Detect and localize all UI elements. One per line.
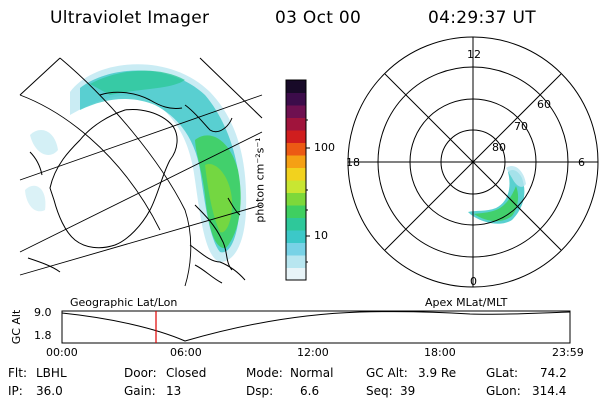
colorbar-unit-label: photon cm⁻²s⁻¹ [253,137,267,223]
instrument-title: Ultraviolet Imager [50,8,210,28]
time-tick-0600: 06:00 [170,346,202,359]
time-tick-0000: 00:00 [46,346,78,359]
glon-value: 314.4 [532,384,567,398]
mlt-label-0: 0 [470,275,477,288]
colorbar-cell [286,180,306,193]
colorbar-cell [286,142,306,156]
gain-value: 13 [166,384,182,398]
mlt-label-18: 18 [346,156,360,169]
time-label: 04:29:37 UT [428,8,536,28]
door-label: Door: [124,366,157,380]
glat-value: 74.2 [540,366,567,380]
colorbar-cell [286,192,306,206]
mode-value: Normal [290,366,334,380]
colorbar-tick-10: 10 [314,229,328,242]
time-tick-2359: 23:59 [552,346,584,359]
colorbar-cell [286,267,306,281]
mode-label: Mode: [246,366,283,380]
ip-label: IP: [8,384,23,398]
colorbar-cell [286,105,306,118]
door-value: Closed [166,366,207,380]
coastlines [27,91,246,284]
lat-label-80: 80 [492,141,506,154]
time-tick-1200: 12:00 [297,346,329,359]
seq-label: Seq: [366,384,393,398]
colorbar-cell [286,230,306,243]
seq-value: 39 [400,384,416,398]
lat-label-60: 60 [537,98,551,111]
gain-label: Gain: [124,384,156,398]
mlt-label-6: 6 [578,156,585,169]
glon-label: GLon: [486,384,521,398]
mlt-label-12: 12 [467,48,481,61]
time-tick-1800: 18:00 [424,346,456,359]
colorbar-cell [286,130,306,143]
dsp-value: 6.6 [300,384,320,398]
colorbar-cell [286,242,306,256]
auroral-emission-polar [468,165,526,224]
date-label: 03 Oct 00 [275,8,362,28]
altitude-plot [61,310,571,344]
colorbar-cell [286,155,306,168]
colorbar-cell [286,217,306,231]
lat-label-70: 70 [514,120,528,133]
auroral-emission-left [25,64,247,262]
gc-alt-value: 3.9 Re [418,366,457,380]
geographic-label: Geographic Lat/Lon [70,296,178,309]
glat-label: GLat: [486,366,519,380]
flt-label: Flt: [8,366,27,380]
alt-tick-9: 9.0 [34,306,52,319]
geographic-map [19,57,263,287]
dsp-label: Dsp: [246,384,274,398]
gc-alt-label: GC Alt: [366,366,408,380]
colorbar-cell [286,92,306,106]
ip-value: 36.0 [36,384,63,398]
colorbar-cell [286,80,306,93]
flt-value: LBHL [36,366,67,380]
colorbar-cell [286,117,306,131]
apex-label: Apex MLat/MLT [425,296,508,309]
colorbar-cell [286,205,306,218]
colorbar-cell [286,167,306,181]
colorbar-cell [286,255,306,268]
color-scale-bar [285,79,310,281]
polar-plot [347,36,599,288]
alt-tick-1.8: 1.8 [34,329,52,342]
colorbar-tick-100: 100 [314,141,335,154]
gc-alt-axis-label: GC Alt [9,309,23,345]
